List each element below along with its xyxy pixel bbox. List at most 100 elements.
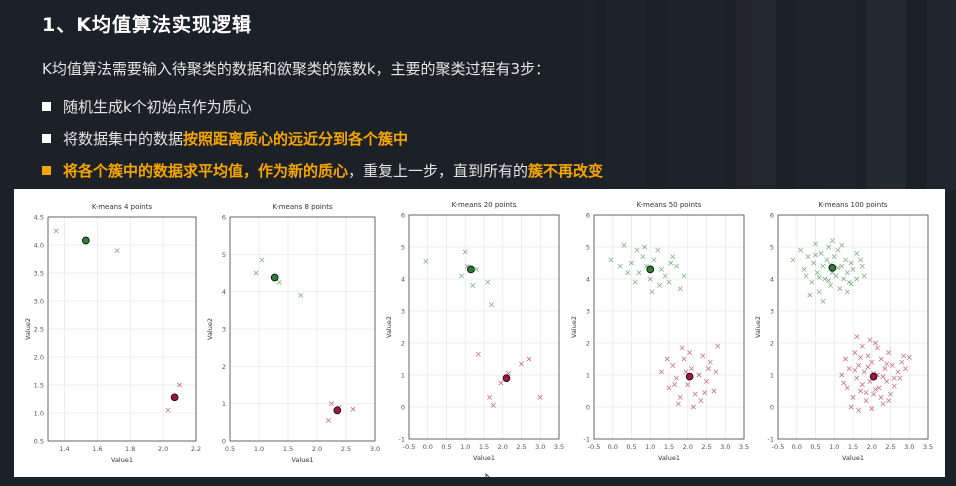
data-point-x-marker — [705, 366, 711, 372]
data-point-x-marker — [632, 279, 638, 285]
y-tick-label: 3 — [222, 326, 226, 334]
x-tick-label: 0.5 — [626, 443, 636, 451]
y-tick-label: 3 — [770, 308, 774, 316]
data-point-x-marker — [839, 372, 845, 378]
data-point-x-marker — [629, 260, 634, 266]
data-point-x-marker — [895, 369, 901, 375]
x-tick-label: 3.0 — [904, 443, 914, 451]
y-tick-label: 5 — [586, 244, 590, 252]
data-point-x-marker — [689, 366, 694, 372]
x-axis-label: Value1 — [111, 456, 133, 464]
x-tick-label: 1.0 — [460, 443, 470, 451]
data-point-x-marker — [801, 266, 807, 272]
data-point-x-marker — [822, 276, 828, 282]
chart-title: K-means 100 points — [818, 201, 888, 209]
chart-title: K-means 20 points — [452, 201, 517, 209]
y-tick-label: 2 — [586, 340, 590, 348]
data-point-x-marker — [698, 398, 704, 404]
x-tick-label: 2.5 — [516, 443, 526, 451]
data-point-x-marker — [899, 359, 905, 365]
data-point-x-marker — [818, 250, 824, 256]
data-point-x-marker — [876, 385, 882, 391]
data-point-x-marker — [707, 359, 713, 365]
x-tick-label: 0.0 — [792, 443, 802, 451]
data-point-x-marker — [487, 394, 493, 400]
data-point-x-marker — [835, 247, 841, 253]
data-point-x-marker — [867, 378, 873, 384]
data-point-x-marker — [700, 353, 706, 359]
bullet-item-2: 将数据集中的数据 按照距离质心的远近分到各个簇中 — [42, 122, 603, 154]
data-point-x-marker — [485, 279, 491, 285]
plot-frame — [229, 216, 376, 442]
y-axis-label: Value2 — [754, 316, 762, 338]
x-tick-label: 2.0 — [312, 445, 322, 453]
bullet-square-icon — [42, 101, 51, 111]
x-tick-label: 3.5 — [739, 443, 749, 451]
data-point-x-marker — [253, 270, 259, 276]
y-tick-label: 4 — [401, 276, 405, 284]
bullet-item-3: 将各个簇中的数据求平均值，作为新的质心 ，重复上一步，直到所有的 簇不再改变 — [42, 154, 603, 186]
centroid-marker — [333, 406, 342, 415]
x-tick-label: 2.0 — [498, 443, 508, 451]
data-point-x-marker — [856, 407, 862, 413]
data-point-x-marker — [664, 356, 670, 362]
data-point-x-marker — [844, 385, 850, 391]
chart-title: K-means 4 points — [92, 203, 153, 211]
y-tick-label: 3.5 — [34, 270, 44, 278]
y-tick-label: 3.0 — [34, 298, 44, 306]
data-point-x-marker — [526, 356, 532, 362]
data-point-x-marker — [621, 242, 627, 248]
bullet-text: 将数据集中的数据 — [63, 129, 184, 148]
x-tick-label: 1.5 — [283, 445, 293, 453]
x-tick-label: 2.0 — [683, 443, 693, 451]
data-point-x-marker — [474, 266, 479, 272]
data-point-x-marker — [681, 356, 687, 362]
data-point-x-marker — [858, 388, 863, 394]
centroid-marker — [170, 393, 179, 402]
x-tick-label: 1.5 — [664, 443, 674, 451]
x-tick-label: 3.0 — [535, 443, 545, 451]
y-tick-label: 4 — [586, 276, 590, 284]
y-tick-label: 6 — [401, 212, 405, 220]
background-fade — [536, 0, 956, 190]
data-point-x-marker — [814, 270, 820, 276]
bullet-text: ，重复上一步，直到所有的 — [348, 161, 529, 180]
x-tick-label: 3.0 — [720, 443, 730, 451]
x-tick-label: 2.0 — [158, 445, 168, 453]
data-point-x-marker — [114, 248, 120, 254]
data-point-x-marker — [858, 257, 863, 263]
data-point-x-marker — [854, 250, 860, 256]
x-tick-label: 1.0 — [254, 445, 264, 453]
data-point-x-marker — [874, 345, 880, 351]
data-point-x-marker — [53, 228, 59, 234]
data-point-x-marker — [878, 356, 884, 362]
data-point-x-marker — [880, 401, 886, 407]
plot-frame — [777, 214, 929, 440]
data-point-x-marker — [861, 369, 867, 375]
data-point-x-marker — [807, 292, 813, 298]
centroid-marker — [828, 263, 837, 272]
y-tick-label: 0 — [586, 404, 590, 412]
y-tick-label: 0 — [401, 404, 405, 412]
x-tick-label: 2.5 — [341, 445, 351, 453]
data-point-x-marker — [839, 263, 845, 269]
data-point-x-marker — [662, 273, 668, 279]
data-point-x-marker — [869, 406, 875, 412]
y-tick-label: 2 — [222, 363, 226, 371]
y-tick-label: 0 — [770, 404, 774, 412]
data-point-x-marker — [636, 270, 642, 276]
data-point-x-marker — [634, 247, 640, 253]
data-point-x-marker — [816, 289, 822, 295]
data-point-x-marker — [844, 270, 850, 276]
data-point-x-marker — [625, 270, 631, 276]
bullet-square-icon — [42, 133, 51, 143]
data-point-x-marker — [848, 260, 854, 266]
data-point-x-marker — [681, 273, 687, 279]
data-point-x-marker — [903, 366, 908, 372]
y-tick-label: 6 — [586, 212, 590, 220]
data-point-x-marker — [878, 394, 884, 400]
y-tick-label: 1.0 — [34, 410, 44, 418]
data-point-x-marker — [873, 340, 878, 346]
y-tick-label: 0.5 — [34, 438, 44, 446]
data-point-x-marker — [475, 351, 481, 357]
